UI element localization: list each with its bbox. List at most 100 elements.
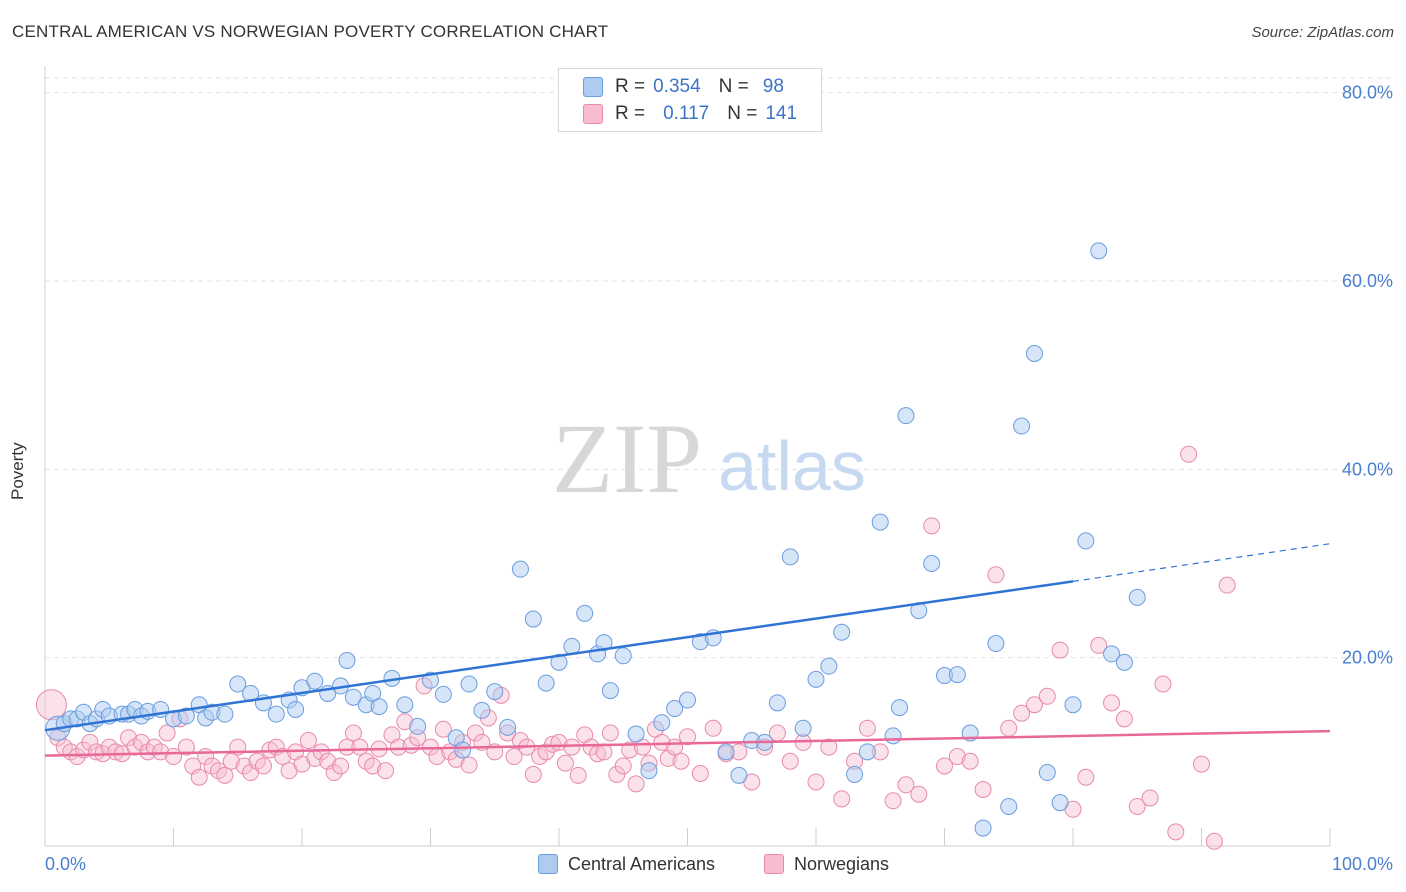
- norwegians-point: [158, 724, 176, 742]
- norwegians-point: [1141, 789, 1159, 807]
- norwegians-point: [666, 738, 684, 756]
- central-americans-point: [1077, 532, 1095, 550]
- central-americans-point: [781, 548, 799, 566]
- norwegians-point: [653, 733, 671, 751]
- central-americans-point: [640, 762, 658, 780]
- central-americans-point: [666, 700, 684, 718]
- axes: [44, 66, 1331, 847]
- norwegians-point: [190, 768, 208, 786]
- norwegians-point: [1090, 636, 1108, 654]
- central-americans-point: [820, 657, 838, 675]
- norwegians-point: [299, 732, 317, 750]
- norwegians-point: [1013, 704, 1031, 722]
- r-label: R =: [615, 103, 646, 124]
- central-americans-point: [1025, 345, 1043, 363]
- norwegians-point: [325, 764, 343, 782]
- r-label: R =: [615, 76, 646, 97]
- central-americans-point: [923, 555, 941, 572]
- n-label: N =: [727, 103, 758, 124]
- norwegians-point: [621, 741, 639, 759]
- central-americans-point: [177, 707, 195, 725]
- norwegians-point: [1205, 832, 1223, 850]
- norwegians-point: [897, 776, 915, 794]
- central-americans-point: [396, 696, 414, 714]
- r-value: 0.354: [653, 76, 701, 97]
- central-americans-point: [974, 819, 992, 837]
- central-americans-point: [679, 691, 696, 709]
- blue-swatch: [583, 77, 603, 97]
- norwegians-point: [1167, 823, 1185, 841]
- norwegians-point: [936, 757, 953, 775]
- central-americans-point: [897, 407, 915, 425]
- norwegians-point: [389, 738, 407, 756]
- central-americans-point: [794, 719, 812, 737]
- central-americans-point: [1103, 645, 1121, 663]
- norwegians-point: [274, 748, 292, 766]
- norwegians-point: [961, 752, 979, 770]
- legend-row-norwegians: R = 0.117 N = 141: [583, 102, 797, 126]
- norwegians-point: [293, 755, 311, 773]
- correlation-legend: R = 0.354 N = 98 R = 0.117 N = 141: [558, 68, 822, 132]
- central-americans-point: [627, 725, 645, 743]
- central-americans-point: [344, 688, 362, 706]
- central-americans-point: [287, 700, 305, 718]
- norwegians-point: [544, 735, 562, 753]
- norwegians-point: [120, 729, 138, 747]
- norwegians-point: [1103, 694, 1121, 712]
- central-americans-point: [1000, 797, 1018, 815]
- watermark-atlas: atlas: [718, 427, 866, 505]
- central-americans-point: [891, 699, 909, 717]
- norwegians-trend-line: [44, 729, 1331, 757]
- norwegians-point: [807, 773, 825, 791]
- central-americans-point: [987, 635, 1005, 653]
- y-tick-label: 40.0%: [1342, 459, 1393, 479]
- central-americans-point: [717, 743, 735, 761]
- central-americans-point: [1090, 242, 1108, 260]
- norwegians-points: [35, 445, 1236, 850]
- central-americans-point: [229, 675, 247, 693]
- norwegians-point: [332, 757, 350, 775]
- central-americans-point: [434, 685, 452, 703]
- central-americans-point: [730, 766, 748, 784]
- r-value: 0.117: [663, 103, 710, 124]
- central-americans-point: [653, 714, 671, 732]
- norwegians-point: [569, 766, 587, 784]
- norwegians-point: [132, 733, 150, 751]
- norwegians-point: [505, 748, 523, 766]
- central-americans-point: [614, 647, 632, 665]
- norwegians-point: [1025, 696, 1043, 714]
- central-americans-point: [267, 705, 285, 723]
- norwegians-point: [68, 748, 86, 766]
- norwegians-point: [556, 754, 574, 772]
- norwegians-point: [524, 765, 542, 783]
- norwegians-point: [614, 757, 632, 775]
- central-americans-point: [306, 672, 324, 690]
- norwegians-point: [511, 732, 529, 750]
- norwegians-point: [987, 566, 1005, 584]
- central-americans-point: [1051, 794, 1069, 812]
- norwegians-point: [601, 724, 619, 742]
- norwegians-point: [1128, 797, 1146, 815]
- norwegians-point: [704, 719, 722, 737]
- norwegians-point: [351, 738, 369, 756]
- central-americans-point: [807, 670, 825, 688]
- central-americans-point: [1115, 653, 1133, 671]
- central-americans-point: [858, 743, 876, 761]
- norwegians-point: [216, 766, 234, 784]
- norwegians-point: [1154, 675, 1172, 693]
- norwegians-point: [1180, 445, 1198, 463]
- norwegians-point: [858, 719, 876, 737]
- central-americans-point: [833, 623, 851, 641]
- norwegians-point: [466, 724, 484, 742]
- central-americans-point: [499, 718, 517, 736]
- norwegians-point: [1038, 687, 1056, 705]
- n-value: 98: [762, 76, 784, 97]
- x-tick-label: 100.0%: [1332, 854, 1393, 874]
- watermark: ZIP atlas: [552, 403, 866, 514]
- central-americans-point: [422, 671, 439, 689]
- norwegians-point: [434, 720, 452, 738]
- norwegians-point: [1051, 641, 1069, 659]
- norwegians-point: [910, 785, 928, 803]
- central-americans-point: [511, 560, 529, 578]
- central-americans-point: [473, 701, 491, 719]
